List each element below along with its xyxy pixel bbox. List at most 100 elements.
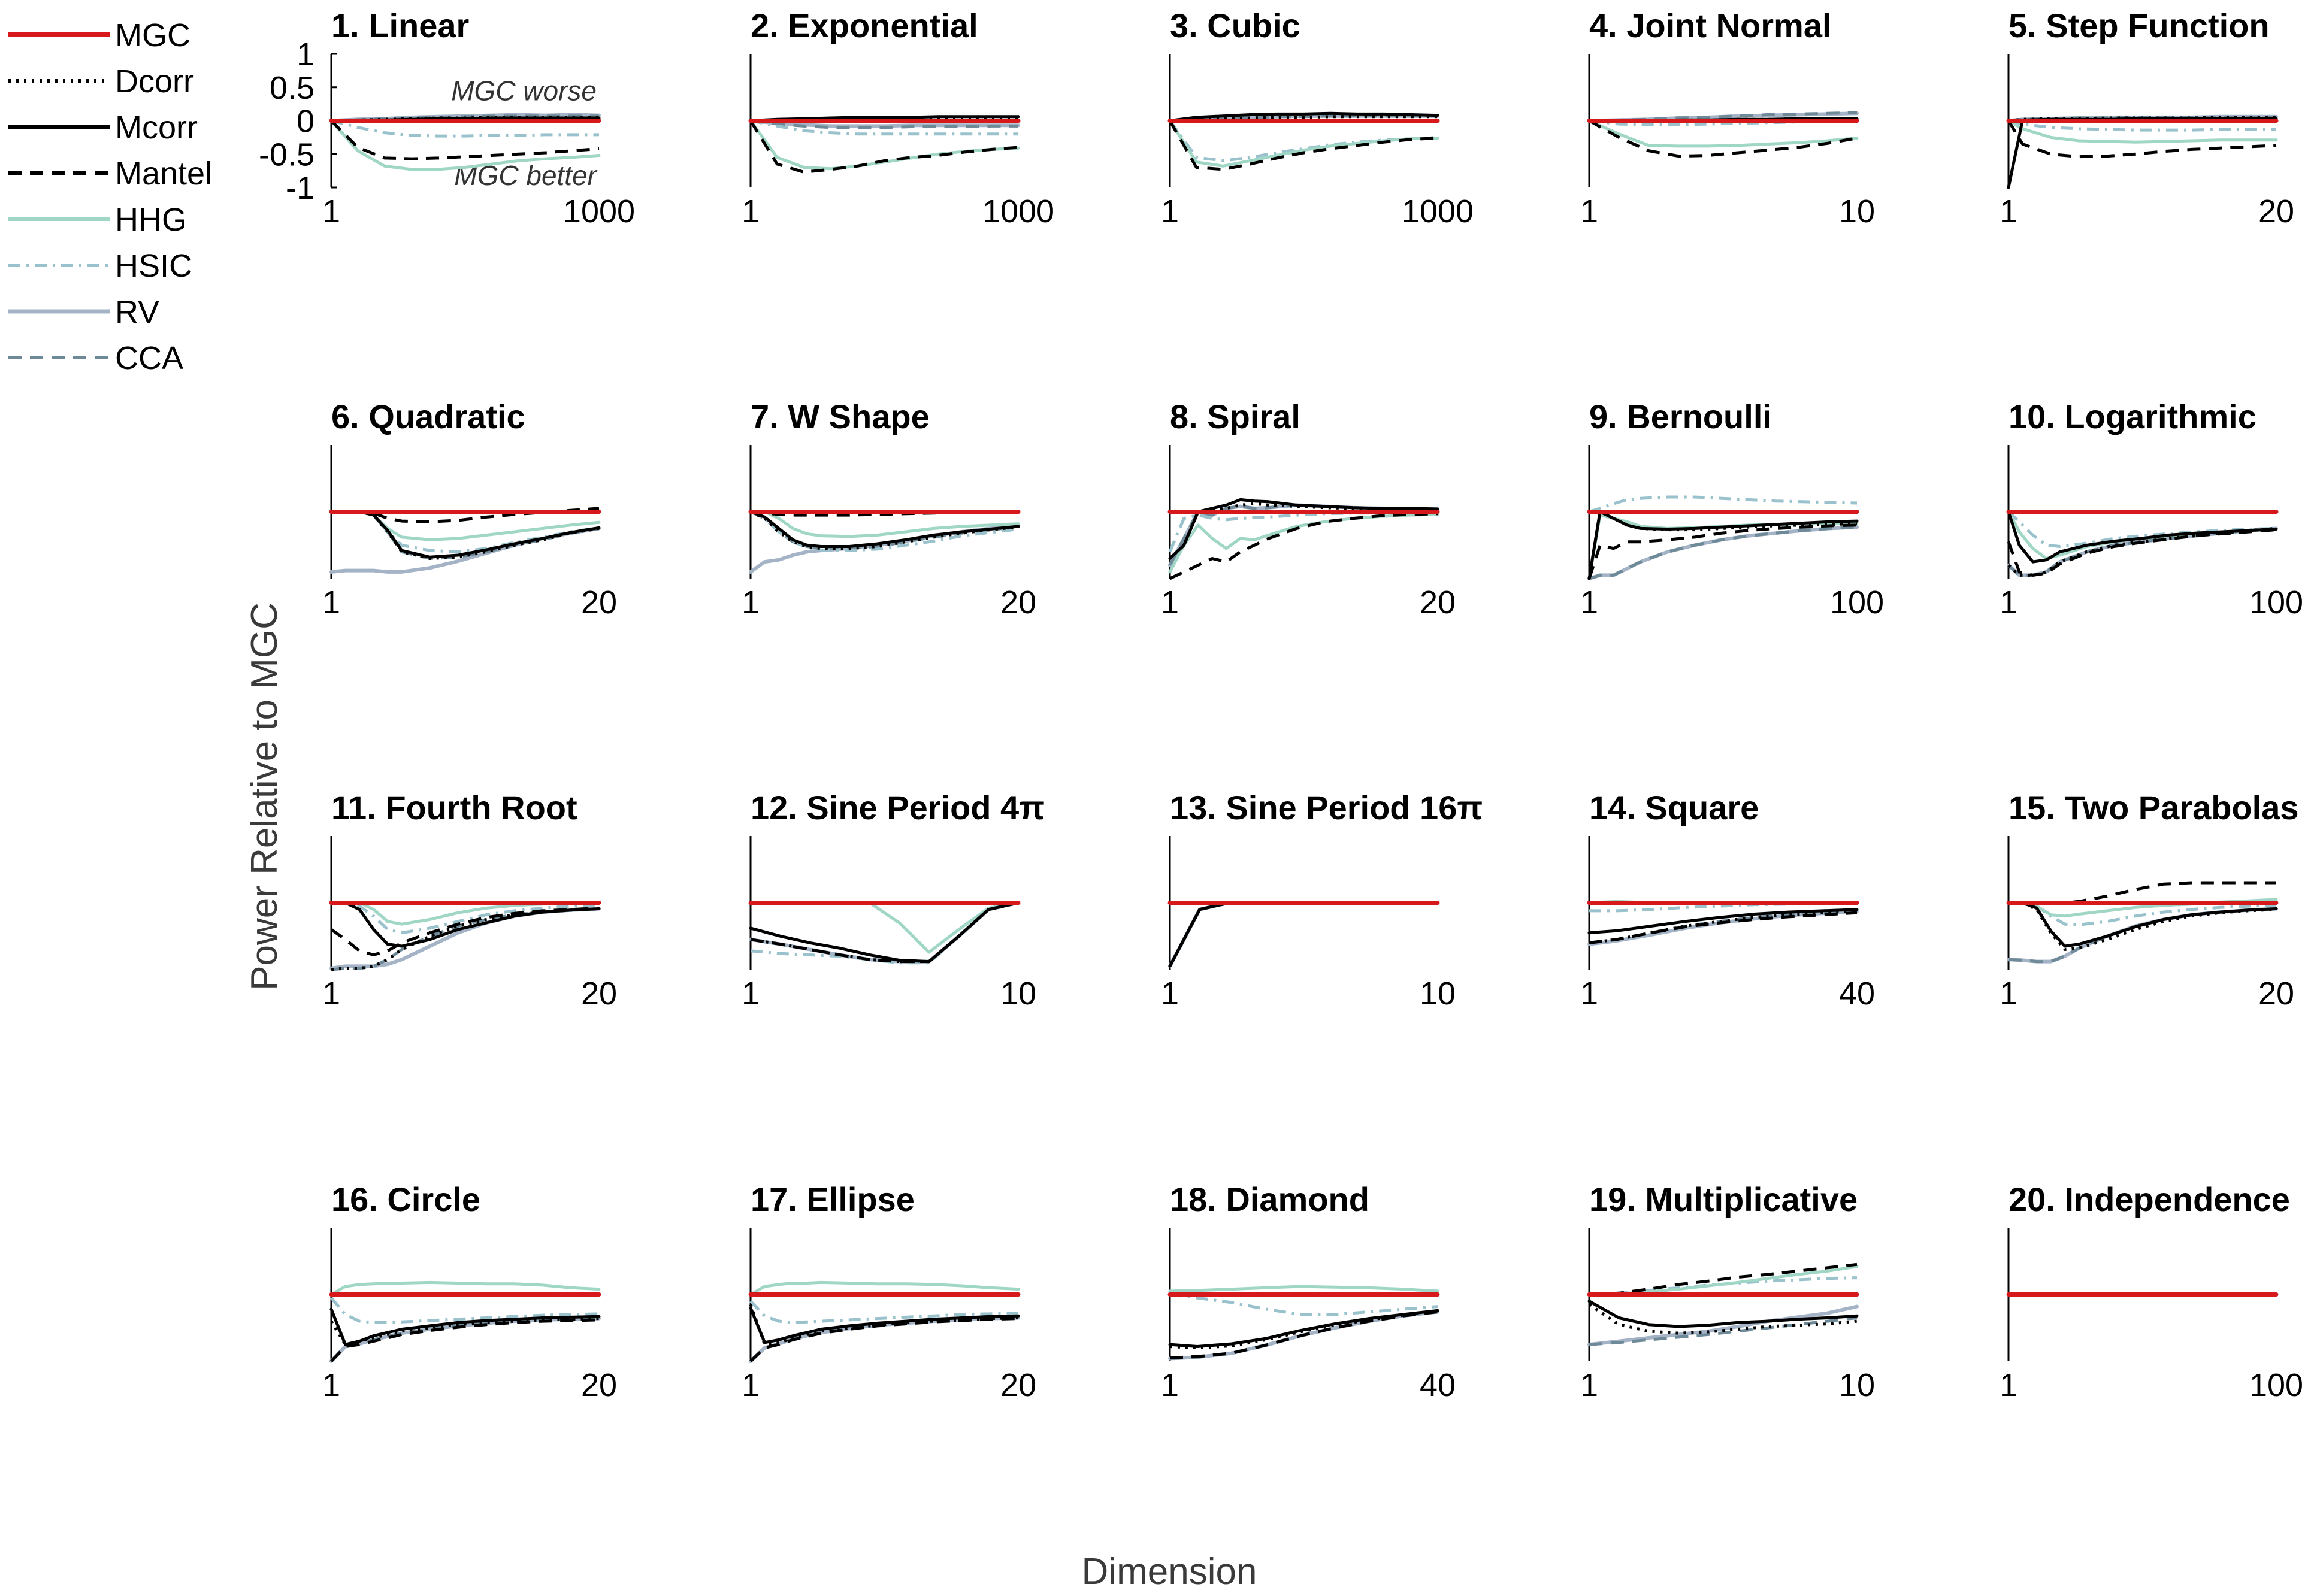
panel-15-x-tick-left: 1 bbox=[2000, 976, 2017, 1011]
panel-16-series-mcorr bbox=[329, 1307, 601, 1346]
panel-17-series-mcorr bbox=[749, 1306, 1020, 1344]
panel-17-series-hhg bbox=[749, 1280, 1020, 1296]
panel-2-series-hsic bbox=[750, 119, 1018, 136]
panel-12-x-tick-right: 10 bbox=[1000, 976, 1036, 1011]
panel-17-series-hsic bbox=[749, 1300, 1019, 1324]
legend: MGC Dcorr Mcorr Mantel HHG HSIC RV CCA bbox=[8, 17, 212, 376]
panel-17-x-tick-left: 1 bbox=[742, 1367, 760, 1403]
legend-label-dcorr: Dcorr bbox=[115, 63, 194, 99]
panel-7-series-hsic bbox=[749, 510, 1019, 552]
panel-6-x-tick-right: 20 bbox=[581, 585, 617, 620]
panel-18: 18. Diamond 1 40 bbox=[1161, 1180, 1456, 1403]
legend-label-mantel: Mantel bbox=[115, 156, 212, 192]
panel-16-title: 16. Circle bbox=[331, 1180, 480, 1218]
panel-19-title: 19. Multiplicative bbox=[1589, 1180, 1858, 1218]
panel-5-x-tick-right: 20 bbox=[2258, 193, 2294, 229]
panel-4: 4. Joint Normal 1 10 bbox=[1580, 7, 1875, 229]
legend-label-rv: RV bbox=[115, 294, 159, 330]
panel-2: 2. Exponential 1 1000 bbox=[742, 7, 1054, 229]
panel-7-title: 7. W Shape bbox=[751, 398, 930, 435]
panel-9-x-tick-right: 100 bbox=[1830, 585, 1884, 620]
panel-19: 19. Multiplicative 1 10 bbox=[1580, 1180, 1875, 1403]
panel-3-series-mcorr bbox=[1168, 111, 1439, 122]
panel-8-x-tick-right: 20 bbox=[1420, 585, 1456, 620]
panel-19-series-mcorr bbox=[1587, 1300, 1859, 1328]
panel-15-x-tick-right: 20 bbox=[2258, 976, 2294, 1011]
panel-2-series-mantel bbox=[749, 120, 1019, 174]
panel-18-series-mcorr bbox=[1168, 1309, 1439, 1348]
panel-17-series-dcorr bbox=[749, 1304, 1019, 1346]
panel-6-title: 6. Quadratic bbox=[331, 398, 525, 435]
panel-1-x-tick-left: 1 bbox=[322, 193, 340, 229]
panel-9-x-tick-left: 1 bbox=[1580, 585, 1598, 620]
panel-3-title: 3. Cubic bbox=[1170, 7, 1300, 44]
panel-2-title: 2. Exponential bbox=[751, 7, 978, 44]
panel-18-x-tick-left: 1 bbox=[1161, 1367, 1179, 1403]
panel-3-series-mantel bbox=[1168, 120, 1438, 171]
annotation-mgc-worse: MGC worse bbox=[451, 75, 597, 106]
panel-4-series-mantel bbox=[1588, 119, 1858, 158]
legend-label-mcorr: Mcorr bbox=[115, 110, 198, 146]
panel-1-series-hhg bbox=[329, 119, 601, 171]
y-tick-label: 1 bbox=[297, 37, 314, 72]
panel-16-series-dcorr bbox=[329, 1317, 600, 1346]
panel-19-series-cca bbox=[1589, 1316, 1858, 1346]
x-axis-label: Dimension bbox=[1082, 1551, 1257, 1592]
panel-3-x-tick-left: 1 bbox=[1161, 193, 1179, 229]
panel-15-title: 15. Two Parabolas bbox=[2009, 789, 2298, 826]
panel-18-series-mantel bbox=[1169, 1310, 1438, 1359]
panel-10-series-mantel bbox=[2007, 528, 2277, 577]
panel-20-title: 20. Independence bbox=[2009, 1180, 2290, 1218]
panel-20-x-tick-left: 1 bbox=[2000, 1367, 2017, 1403]
panel-9-title: 9. Bernoulli bbox=[1589, 398, 1772, 435]
panel-14-series-mantel bbox=[1589, 911, 1858, 944]
panel-4-x-tick-left: 1 bbox=[1580, 193, 1598, 229]
panel-1-title: 1. Linear bbox=[331, 7, 469, 44]
legend-label-hhg: HHG bbox=[115, 202, 187, 238]
panel-18-series-hhg bbox=[1168, 1285, 1439, 1293]
legend-label-mgc: MGC bbox=[115, 17, 190, 53]
panel-10-title: 10. Logarithmic bbox=[2009, 398, 2256, 435]
panel-5: 5. Step Function 1 20 bbox=[2000, 7, 2294, 229]
panel-19-x-tick-right: 10 bbox=[1839, 1367, 1875, 1403]
panel-8: 8. Spiral 1 20 bbox=[1161, 398, 1456, 620]
panel-10-series-mcorr bbox=[2007, 510, 2278, 564]
panel-19-x-tick-left: 1 bbox=[1580, 1367, 1598, 1403]
panel-14: 14. Square 1 40 bbox=[1580, 789, 1875, 1011]
y-tick-label: 0 bbox=[297, 104, 314, 140]
panel-10-x-tick-left: 1 bbox=[2000, 585, 2017, 620]
legend-label-hsic: HSIC bbox=[115, 248, 192, 284]
panel-5-series-hhg bbox=[2007, 119, 2278, 144]
panel-19-series-dcorr bbox=[1588, 1303, 1858, 1335]
y-axis-label: Power Relative to MGC bbox=[244, 602, 285, 991]
panel-16-series-hhg bbox=[329, 1280, 601, 1296]
panel-2-x-tick-right: 1000 bbox=[982, 193, 1054, 229]
panel-6: 6. Quadratic 1 20 bbox=[322, 398, 617, 620]
panel-1-x-tick-right: 1000 bbox=[563, 193, 635, 229]
panel-7-x-tick-left: 1 bbox=[742, 585, 760, 620]
panel-14-x-tick-right: 40 bbox=[1839, 976, 1875, 1011]
annotation-mgc-better: MGC better bbox=[454, 160, 597, 191]
panel-10: 10. Logarithmic 1 100 bbox=[2000, 398, 2303, 620]
panel-14-title: 14. Square bbox=[1589, 789, 1759, 826]
panel-3: 3. Cubic 1 1000 bbox=[1161, 7, 1474, 229]
panel-17: 17. Ellipse 1 20 bbox=[742, 1180, 1036, 1403]
panel-5-series-mantel bbox=[2007, 120, 2277, 159]
panel-9-series-mantel bbox=[1587, 523, 1858, 579]
panel-7-x-tick-right: 20 bbox=[1000, 585, 1036, 620]
panel-7-series-mcorr bbox=[749, 510, 1020, 548]
panel-7-series-mantel bbox=[750, 510, 1018, 517]
panel-16: 16. Circle 1 20 bbox=[322, 1180, 617, 1403]
panel-3-series-dcorr bbox=[1169, 115, 1438, 122]
panel-18-series-hsic bbox=[1169, 1293, 1438, 1316]
panel-3-series-hhg bbox=[1168, 119, 1439, 168]
panel-13-x-tick-right: 10 bbox=[1420, 976, 1456, 1011]
panel-4-title: 4. Joint Normal bbox=[1589, 7, 1832, 44]
panel-18-title: 18. Diamond bbox=[1170, 1180, 1369, 1218]
panel-6-x-tick-left: 1 bbox=[322, 585, 340, 620]
panel-18-x-tick-right: 40 bbox=[1420, 1367, 1456, 1403]
